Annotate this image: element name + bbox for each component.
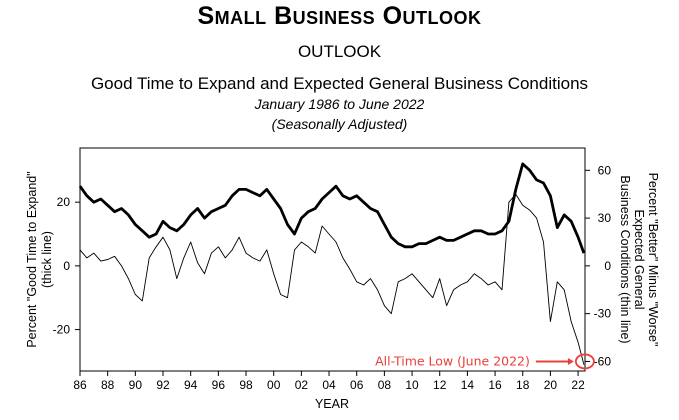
- right-tick-label: -60: [594, 354, 612, 368]
- left-axis: -20 0 20: [53, 195, 80, 337]
- x-tick-label: 12: [433, 378, 447, 392]
- x-tick-label: 20: [544, 378, 558, 392]
- annotation-arrowhead: [567, 357, 574, 365]
- x-tick-label: 06: [350, 378, 364, 392]
- annotation-layer: All-Time Low (June 2022): [375, 353, 595, 370]
- annotation-label: All-Time Low (June 2022): [375, 353, 530, 368]
- left-axis-title-line: Percent "Good Time to Expand": [25, 171, 39, 347]
- x-tick-label: 94: [184, 378, 198, 392]
- x-tick-label: 00: [267, 378, 281, 392]
- x-tick-label: 04: [322, 378, 336, 392]
- x-tick-label: 96: [212, 378, 226, 392]
- x-tick-label: 92: [156, 378, 170, 392]
- section-label: OUTLOOK: [297, 42, 382, 61]
- x-tick-label: 18: [516, 378, 530, 392]
- x-tick-label: 02: [295, 378, 309, 392]
- right-tick-label: -30: [594, 307, 612, 321]
- left-tick-label: 0: [63, 259, 70, 273]
- x-tick-label: 14: [461, 378, 475, 392]
- x-tick-label: 86: [73, 378, 87, 392]
- date-range: January 1986 to June 2022: [254, 96, 425, 112]
- series-layer: [78, 162, 586, 365]
- right-tick-label: 0: [604, 259, 611, 273]
- x-tick-label: 22: [571, 378, 585, 392]
- x-tick-label: 90: [129, 378, 143, 392]
- right-tick-label: 60: [598, 163, 612, 177]
- x-tick-label: 16: [488, 378, 502, 392]
- x-tick-label: 98: [239, 378, 253, 392]
- annotation-circle: [574, 353, 595, 370]
- right-axis: -60 -30 0 30 60: [585, 163, 611, 368]
- right-axis-title: Percent "Better" Minus "Worse"Expected G…: [618, 173, 660, 347]
- report-title: Small Business Outlook: [197, 2, 482, 30]
- left-tick-label: 20: [57, 195, 71, 209]
- thick-line-series: [78, 162, 586, 254]
- thin-line-series: [79, 193, 585, 365]
- left-axis-title: Percent "Good Time to Expand" (thick line…: [25, 171, 54, 347]
- right-tick-label: 30: [598, 211, 612, 225]
- x-tick-label: 10: [405, 378, 419, 392]
- x-axis: 86 88 90 92 94 96 98 00 02 04 06 08 10 12 14 16 18 20 22: [73, 371, 585, 392]
- x-axis-title: YEAR: [315, 397, 349, 411]
- right-axis-title-line: Percent "Better" Minus "Worse": [646, 173, 660, 347]
- x-tick-label: 08: [378, 378, 392, 392]
- plot-frame: [79, 147, 586, 372]
- x-tick-label: 88: [101, 378, 115, 392]
- right-axis-title-line: Expected General: [632, 209, 646, 309]
- right-axis-title-line: Business Conditions (thin line): [618, 175, 632, 343]
- left-axis-title-line: (thick line): [40, 231, 54, 288]
- chart-title: Good Time to Expand and Expected General…: [90, 74, 589, 93]
- seasonal-note: (Seasonally Adjusted): [271, 116, 408, 132]
- left-tick-label: -20: [53, 323, 71, 337]
